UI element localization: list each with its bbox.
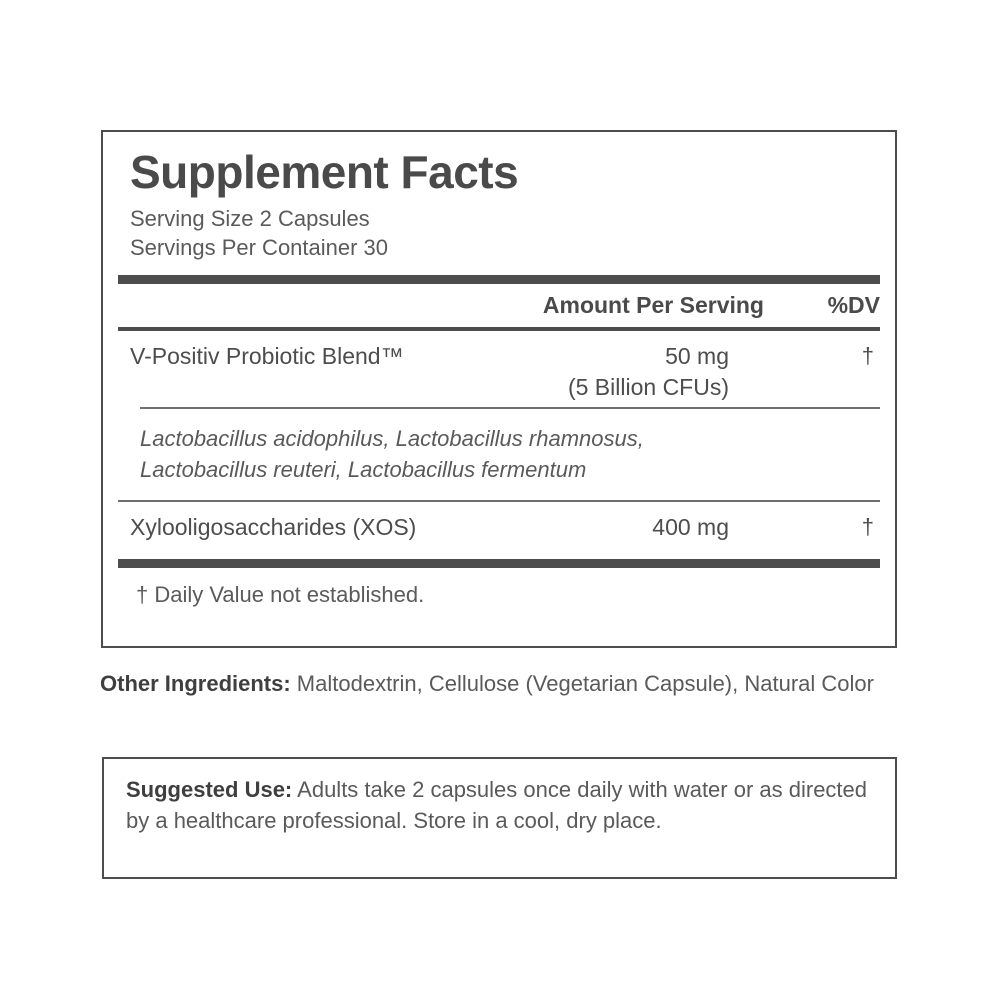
- table-header-row: Amount Per Serving %DV: [118, 284, 880, 327]
- column-header-amount-per-serving: Amount Per Serving: [542, 292, 764, 319]
- ingredient-amount-sub: (5 Billion CFUs): [567, 374, 729, 401]
- other-ingredients: Other Ingredients: Maltodextrin, Cellulo…: [100, 668, 900, 699]
- ingredient-amount-cell: 50 mg (5 Billion CFUs): [509, 341, 729, 403]
- ingredient-amount: 400 mg: [652, 513, 729, 540]
- supplement-facts-panel: Supplement Facts Serving Size 2 Capsules…: [101, 130, 897, 648]
- supplement-facts-title: Supplement Facts: [130, 146, 519, 198]
- ingredient-daily-value: †: [861, 343, 874, 369]
- probiotic-strain-list: Lactobacillus acidophilus, Lactobacillus…: [118, 409, 880, 499]
- table-row: Xylooligosaccharides (XOS) 400 mg †: [118, 502, 880, 547]
- ingredient-name: V-Positiv Probiotic Blend™: [130, 343, 404, 370]
- rule-below-strains: [118, 499, 880, 502]
- daily-value-footnote: † Daily Value not established.: [136, 581, 425, 607]
- facts-panel-inner: Supplement Facts Serving Size 2 Capsules…: [103, 132, 895, 646]
- strain-line: Lactobacillus reuteri, Lactobacillus fer…: [140, 457, 587, 483]
- rule-thick-bottom: [118, 558, 880, 568]
- strain-line: Lactobacillus acidophilus, Lactobacillus…: [140, 426, 644, 452]
- other-ingredients-text: Maltodextrin, Cellulose (Vegetarian Caps…: [290, 671, 874, 696]
- column-header-percent-dv: %DV: [827, 292, 880, 319]
- ingredient-amount: 50 mg: [665, 343, 729, 370]
- ingredient-name: Xylooligosaccharides (XOS): [130, 513, 417, 540]
- ingredient-daily-value: †: [861, 513, 874, 539]
- servings-per-container: Servings Per Container 30: [130, 235, 389, 261]
- rule-under-header: [118, 327, 880, 332]
- serving-size: Serving Size 2 Capsules: [130, 205, 370, 231]
- other-ingredients-heading: Other Ingredients:: [100, 671, 291, 696]
- suggested-use-text: Adults take 2 capsules once daily with w…: [126, 777, 868, 834]
- table-row: V-Positiv Probiotic Blend™ 50 mg (5 Bill…: [118, 331, 880, 407]
- ingredient-amount-cell: 400 mg: [509, 512, 729, 543]
- suggested-use-heading: Suggested Use:: [126, 777, 293, 802]
- rule-thick-top: [118, 275, 880, 285]
- serving-info: Serving Size 2 Capsules Servings Per Con…: [118, 198, 880, 263]
- rule-above-strains: [140, 407, 880, 410]
- suggested-use: Suggested Use: Adults take 2 capsules on…: [104, 759, 895, 836]
- suggested-use-box: Suggested Use: Adults take 2 capsules on…: [102, 757, 897, 879]
